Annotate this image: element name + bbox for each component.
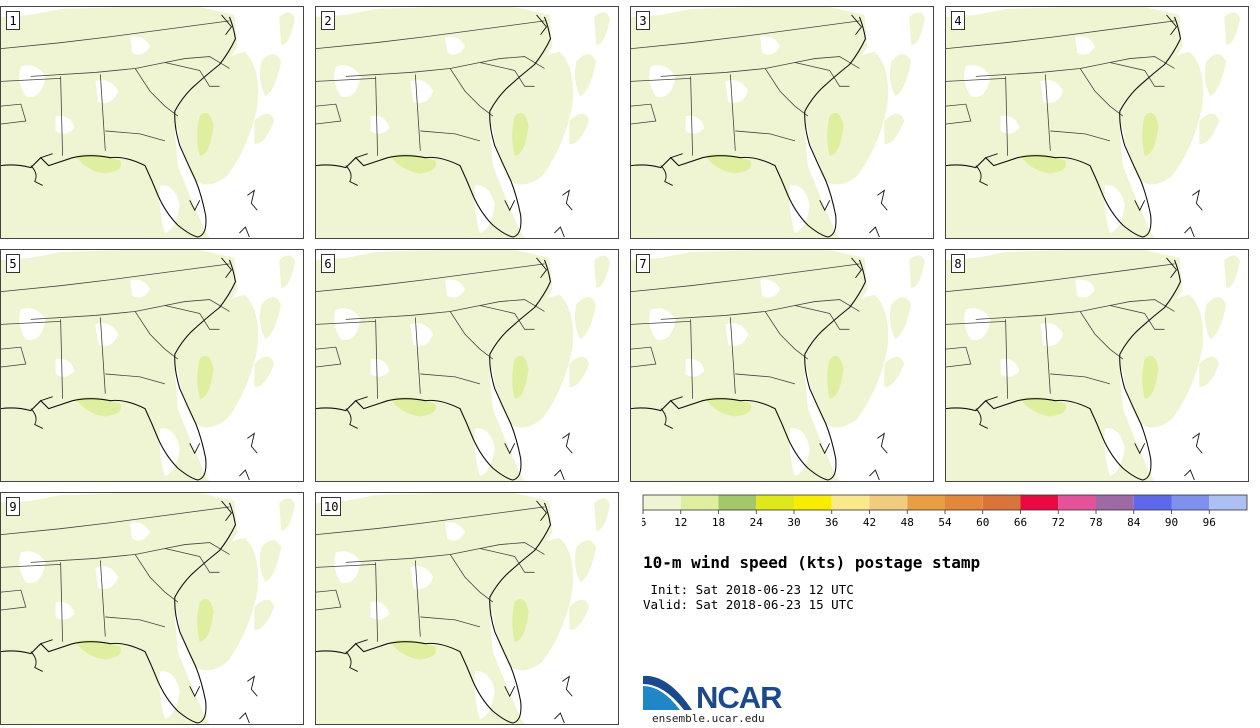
colorbar-segment — [643, 495, 681, 510]
colorbar-tick-label: 30 — [787, 516, 800, 529]
southeast-us-wind-map — [316, 7, 618, 238]
ensemble-member-panel: 1 — [0, 6, 304, 239]
ensemble-member-panel: 7 — [630, 249, 934, 482]
member-number-label: 6 — [321, 254, 335, 273]
wind-speed-colorbar: 6 12 18 24 30 36 42 48 54 60 66 72 78 84 90 96 — [642, 494, 1248, 529]
ensemble-member-panel: 2 — [315, 6, 619, 239]
southeast-us-wind-map — [946, 7, 1248, 238]
colorbar-segment — [680, 495, 719, 510]
ncar-wordmark: NCAR — [696, 680, 783, 715]
colorbar-segment — [869, 495, 908, 510]
colorbar-segment — [1209, 495, 1247, 510]
colorbar-tick-label: 60 — [976, 516, 989, 529]
southeast-us-wind-map — [631, 7, 933, 238]
colorbar-segment — [1096, 495, 1134, 510]
ensemble-member-panel: 6 — [315, 249, 619, 482]
colorbar-segment — [1133, 495, 1172, 510]
ncar-logo: NCAR ensemble.ucar.edu — [642, 670, 802, 726]
init-time: Init: Sat 2018-06-23 12 UTC — [643, 582, 854, 597]
colorbar-tick-label: 84 — [1127, 516, 1141, 529]
ncar-swoosh-icon — [643, 675, 692, 710]
page-title: 10-m wind speed (kts) postage stamp — [643, 553, 981, 572]
colorbar-tick-label: 90 — [1165, 516, 1178, 529]
colorbar-tick-label: 96 — [1203, 516, 1216, 529]
colorbar-tick-label: 54 — [938, 516, 952, 529]
member-number-label: 2 — [321, 11, 335, 30]
ncar-url: ensemble.ucar.edu — [652, 712, 765, 725]
colorbar-segment — [1171, 495, 1210, 510]
colorbar-segment — [982, 495, 1021, 510]
colorbar-segment — [718, 495, 757, 510]
ensemble-member-panel: 8 — [945, 249, 1249, 482]
colorbar-tick-label: 66 — [1014, 516, 1027, 529]
member-number-label: 4 — [951, 11, 965, 30]
colorbar-segment — [794, 495, 832, 510]
ensemble-member-panel: 5 — [0, 249, 304, 482]
colorbar-tick-label: 78 — [1089, 516, 1102, 529]
valid-time: Valid: Sat 2018-06-23 15 UTC — [643, 597, 854, 612]
member-number-label: 8 — [951, 254, 965, 273]
southeast-us-wind-map — [316, 250, 618, 481]
colorbar-tick-label: 24 — [750, 516, 764, 529]
colorbar-tick-label: 12 — [674, 516, 687, 529]
southeast-us-wind-map — [1, 493, 303, 724]
colorbar-segment — [1058, 495, 1096, 510]
colorbar-segment — [945, 495, 983, 510]
member-number-label: 3 — [636, 11, 650, 30]
member-number-label: 5 — [6, 254, 20, 273]
member-number-label: 1 — [6, 11, 20, 30]
colorbar-tick-label: 36 — [825, 516, 838, 529]
colorbar-tick-label: 42 — [863, 516, 876, 529]
colorbar-tick-label: 18 — [712, 516, 725, 529]
colorbar-tick-label: 6 — [642, 516, 646, 529]
ensemble-member-panel: 3 — [630, 6, 934, 239]
member-number-label: 10 — [321, 497, 342, 516]
colorbar-tick-label: 48 — [901, 516, 914, 529]
colorbar-tick-label: 72 — [1052, 516, 1065, 529]
colorbar-segment — [831, 495, 870, 510]
southeast-us-wind-map — [946, 250, 1248, 481]
colorbar-segment — [756, 495, 794, 510]
colorbar-segment — [907, 495, 945, 510]
southeast-us-wind-map — [1, 7, 303, 238]
member-number-label: 7 — [636, 254, 650, 273]
colorbar-segment — [1020, 495, 1059, 510]
member-number-label: 9 — [6, 497, 20, 516]
ensemble-member-panel: 4 — [945, 6, 1249, 239]
southeast-us-wind-map — [1, 250, 303, 481]
ensemble-member-panel: 10 — [315, 492, 619, 725]
southeast-us-wind-map — [316, 493, 618, 724]
southeast-us-wind-map — [631, 250, 933, 481]
ensemble-member-panel: 9 — [0, 492, 304, 725]
